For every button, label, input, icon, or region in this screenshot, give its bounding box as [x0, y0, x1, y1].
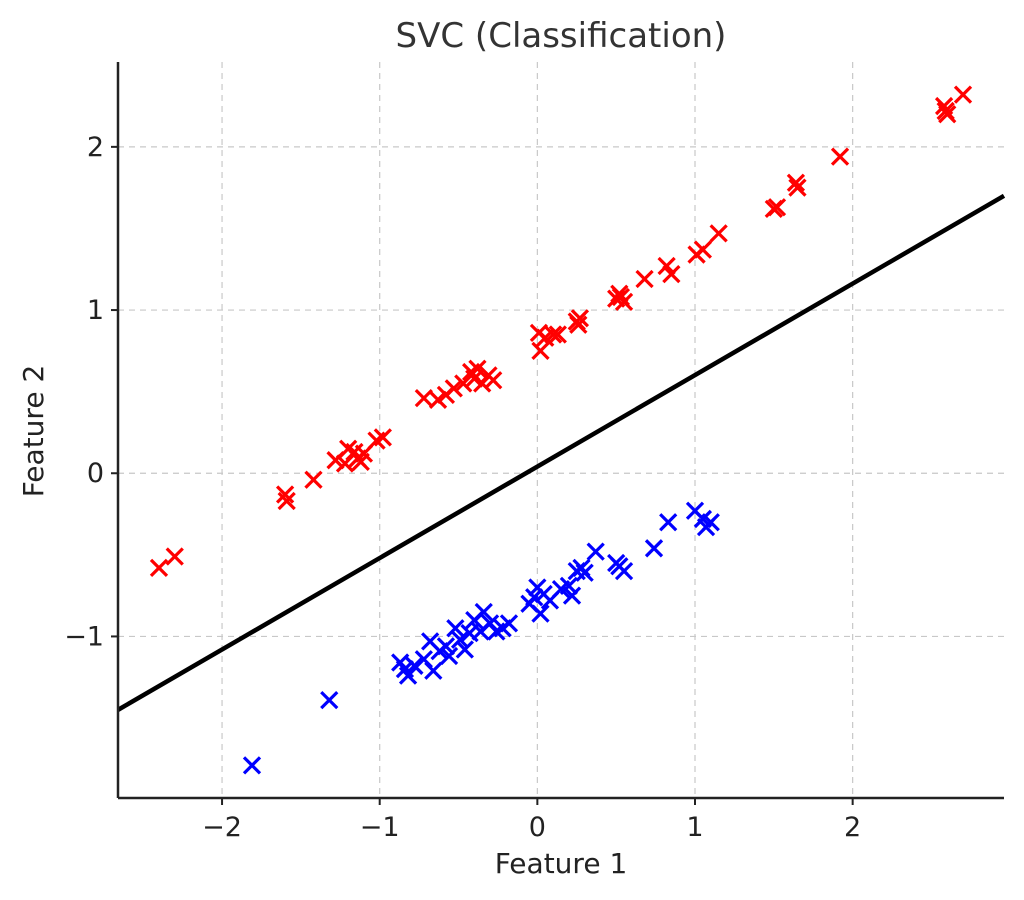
- blue-point-marker: [398, 666, 418, 685]
- red-point-marker: [484, 371, 503, 390]
- red-point-marker: [788, 178, 807, 197]
- red-point-marker: [531, 341, 550, 360]
- blue-point-marker: [659, 513, 678, 532]
- red-point-marker: [543, 325, 563, 344]
- red-point-marker: [953, 85, 973, 104]
- red-point-marker: [662, 265, 681, 284]
- blue-point-marker: [586, 542, 605, 561]
- x-axis-label: Feature 1: [495, 847, 628, 880]
- y-tick-label: 1: [87, 295, 104, 326]
- x-tick-label: 1: [686, 812, 703, 843]
- y-axis-label: Feature 2: [17, 365, 50, 498]
- blue-point-marker: [436, 637, 456, 656]
- red-point-marker: [149, 558, 169, 578]
- red-point-marker: [275, 485, 295, 504]
- red-point-marker: [767, 198, 787, 217]
- red-point-marker: [304, 470, 323, 489]
- red-point-marker: [830, 147, 850, 166]
- red-point-marker: [693, 240, 713, 259]
- blue-point-marker: [450, 630, 470, 649]
- blue-point-marker: [614, 562, 634, 581]
- y-tick-label: 2: [87, 132, 104, 163]
- red-point-marker: [468, 359, 487, 378]
- x-tick-label: 2: [844, 812, 861, 843]
- red-point-marker: [611, 287, 631, 307]
- blue-point-marker: [562, 586, 582, 605]
- blue-point-marker: [424, 661, 443, 680]
- red-point-marker: [569, 315, 588, 334]
- red-point-marker: [277, 491, 296, 511]
- x-tick-label: −2: [202, 812, 242, 843]
- red-point-marker: [709, 224, 728, 243]
- red-point-marker: [635, 269, 654, 289]
- y-tick-label: 0: [87, 458, 104, 489]
- blue-point-marker: [559, 576, 579, 595]
- blue-point-marker: [474, 602, 493, 622]
- data-points: [149, 85, 973, 775]
- blue-point-marker: [446, 619, 465, 638]
- blue-point-marker: [405, 656, 424, 675]
- blue-point-marker: [439, 646, 459, 666]
- decision-boundary-line: [116, 193, 1006, 712]
- blue-point-marker: [242, 756, 262, 775]
- red-point-marker: [373, 428, 392, 447]
- red-point-marker: [444, 379, 463, 398]
- red-point-marker: [786, 173, 806, 192]
- blue-point-marker: [701, 513, 720, 532]
- blue-point-marker: [320, 690, 339, 710]
- blue-point-marker: [644, 539, 664, 558]
- x-tick-label: −1: [360, 812, 400, 843]
- blue-point-marker: [575, 563, 594, 582]
- y-tick-label: −1: [64, 621, 104, 652]
- chart-title: SVC (Classification): [396, 16, 727, 56]
- red-point-marker: [570, 309, 590, 328]
- red-point-marker: [165, 547, 184, 566]
- blue-point-marker: [455, 640, 474, 659]
- red-point-marker: [936, 101, 955, 121]
- axis-ticks: −2 −1 0 1 2 −1 0 1 2: [64, 132, 861, 843]
- grid-lines: [118, 62, 1004, 798]
- x-tick-label: 0: [529, 812, 546, 843]
- blue-point-marker: [499, 614, 519, 633]
- red-point-marker: [548, 325, 567, 344]
- red-point-marker: [454, 374, 473, 393]
- blue-point-marker: [531, 604, 550, 623]
